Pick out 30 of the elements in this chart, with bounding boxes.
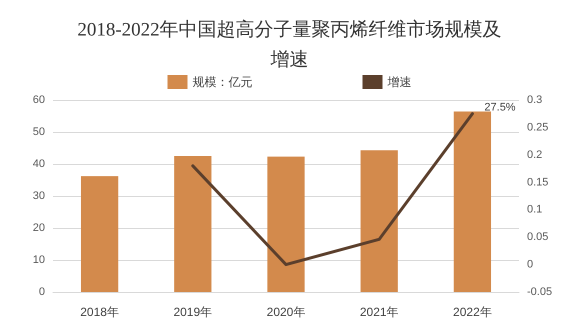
x-tick-label: 2020年 [266, 305, 306, 319]
y-tick-label: 20 [32, 222, 45, 234]
bar [80, 176, 118, 292]
y2-tick-label: 0.25 [527, 121, 548, 134]
data-label: 27.5% [484, 102, 516, 114]
x-tick-label: 2022年 [453, 305, 492, 319]
legend-label: 增速 [386, 75, 412, 89]
legend-label: 规模：亿元 [192, 75, 252, 89]
y2-tick-label: 0.05 [527, 231, 548, 244]
line-series [191, 112, 474, 266]
y2-tick-label: 0.1 [527, 204, 542, 216]
bar [267, 156, 305, 292]
bar [360, 150, 398, 292]
x-tick-label: 2019年 [173, 305, 212, 319]
y-tick-label: 40 [32, 158, 45, 170]
y-tick-label: 30 [32, 190, 45, 202]
y2-tick-label: 0.3 [527, 94, 542, 106]
y2-tick-label: 0 [527, 258, 534, 271]
y-tick-label: 50 [32, 126, 45, 138]
x-tick-label: 2018年 [80, 305, 119, 319]
bar [454, 112, 492, 292]
y-tick-label: 0 [38, 286, 45, 298]
y-tick-label: 10 [32, 254, 45, 266]
y2-tick-label: 0.15 [527, 176, 548, 188]
x-tick-label: 2021年 [360, 305, 399, 319]
bar [174, 156, 212, 292]
y-tick-label: 60 [32, 94, 45, 106]
chart-title: 2018-2022年中国超高分子量聚丙烯纤维市场规模及增速 [77, 18, 502, 70]
y2-tick-label: -0.05 [527, 286, 552, 298]
y2-tick-label: 0.2 [527, 148, 542, 161]
